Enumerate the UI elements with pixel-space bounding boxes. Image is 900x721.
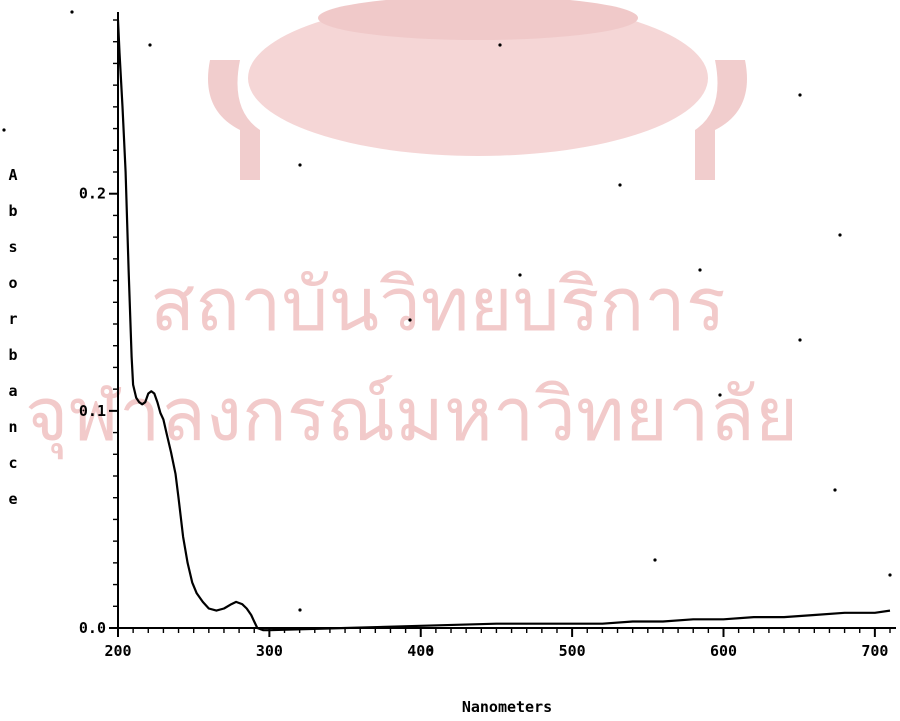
x-tick-label: 600 (710, 642, 737, 660)
watermark-line-1: สถาบันวิทยบริการ (150, 262, 726, 348)
speckle (298, 608, 302, 612)
y-axis-title-letter: c (8, 454, 17, 472)
axes (117, 12, 896, 629)
x-axis-title: Nanometers (462, 698, 552, 716)
speckle (653, 558, 657, 562)
y-axis-title-letter: b (8, 346, 17, 364)
speckle (618, 183, 622, 187)
speckle (70, 10, 74, 14)
y-tick-label: 0.0 (79, 619, 106, 637)
speckle (718, 393, 722, 397)
y-tick-labels: 0.0 0.1 0.2 (79, 185, 106, 637)
x-tick-labels: 200 300 400 500 600 700 (104, 642, 888, 660)
watermark-line-2: จุฬาลงกรณ์มหาวิทยาลัย (25, 372, 798, 460)
scan-speckles (2, 10, 892, 652)
speckle (2, 128, 6, 132)
y-axis-title-letter: o (8, 274, 17, 292)
speckle (888, 573, 892, 577)
y-axis-title-letter: a (8, 382, 17, 400)
speckle (498, 43, 502, 47)
y-axis-title-letter: n (8, 418, 17, 436)
speckle (798, 338, 802, 342)
x-tick-label: 400 (407, 642, 434, 660)
y-axis-title-letter: b (8, 202, 17, 220)
x-tick-label: 300 (256, 642, 283, 660)
x-ticks (117, 628, 891, 637)
speckle (838, 233, 842, 237)
speckle (428, 648, 432, 652)
speckle (148, 43, 152, 47)
speckle (798, 93, 802, 97)
watermark: สถาบันวิทยบริการ จุฬาลงกรณ์มหาวิทยาลัย (25, 0, 798, 460)
speckle (698, 268, 702, 272)
x-tick-label: 500 (559, 642, 586, 660)
watermark-seal-icon (208, 0, 747, 180)
speckle (298, 163, 302, 167)
y-tick-label: 0.1 (79, 402, 106, 420)
absorbance-series-line (116, 19, 891, 632)
y-axis-title-letter: A (8, 166, 17, 184)
y-axis-title-letter: s (8, 238, 17, 256)
speckle (833, 488, 837, 492)
y-axis-title-letter: r (8, 310, 17, 328)
y-ticks (109, 19, 118, 629)
speckle (408, 318, 412, 322)
y-axis-title-letter: e (8, 490, 17, 508)
speckle (518, 273, 522, 277)
x-tick-label: 700 (861, 642, 888, 660)
x-tick-label: 200 (104, 642, 131, 660)
y-tick-label: 0.2 (79, 185, 106, 203)
